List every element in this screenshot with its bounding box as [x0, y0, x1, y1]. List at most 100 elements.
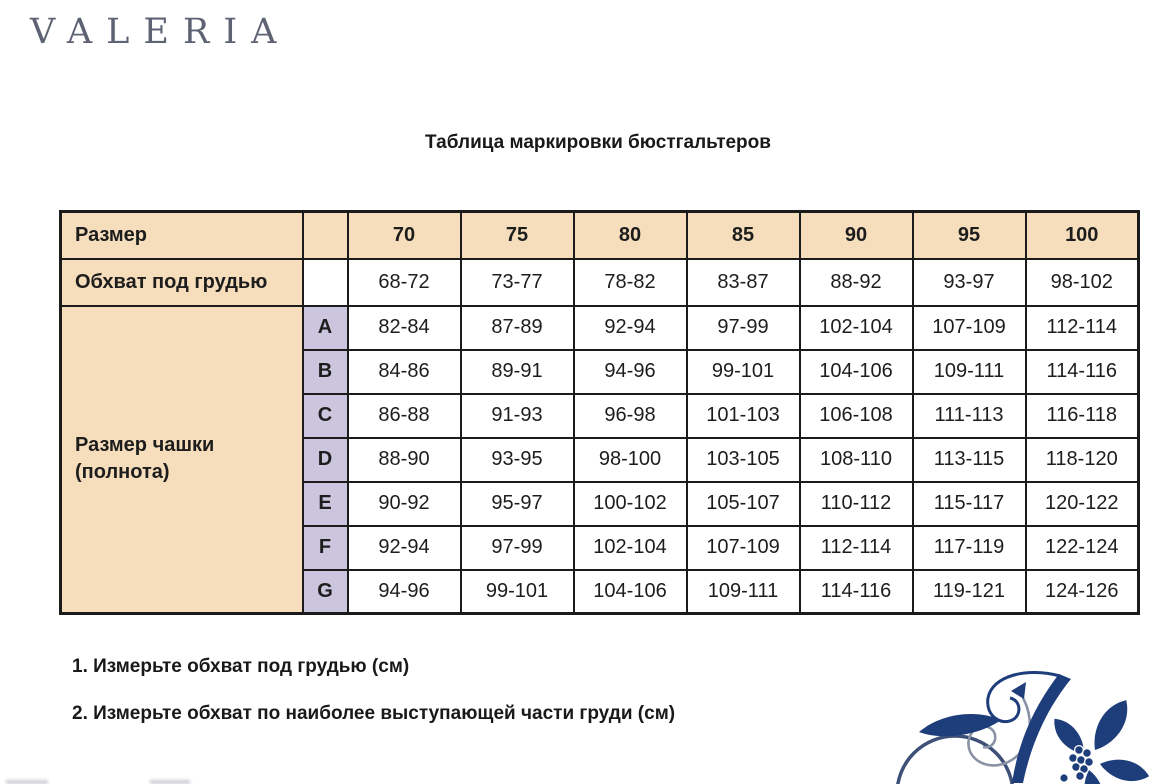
cup-value: 102-104: [798, 304, 914, 351]
cup-value: 98-100: [572, 436, 688, 483]
size-header-row: Размер 70 75 80 85 90 95 100: [59, 210, 1140, 260]
cup-value: 122-124: [1024, 524, 1140, 571]
corner-empty-cell: [301, 210, 349, 260]
cup-value: 102-104: [572, 524, 688, 571]
cutoff-text-fragment: [150, 780, 190, 784]
cup-value: 97-99: [459, 524, 575, 571]
cup-value: 82-84: [346, 304, 462, 351]
brand-logo: VALERIA: [30, 12, 291, 52]
cup-letter: A: [301, 304, 349, 351]
cup-value: 96-98: [572, 392, 688, 439]
cup-value: 108-110: [798, 436, 914, 483]
cup-label-line2: (полнота): [75, 461, 170, 484]
cup-value: 109-111: [685, 568, 801, 615]
cup-value: 103-105: [685, 436, 801, 483]
cup-value: 115-117: [911, 480, 1027, 527]
cup-value: 97-99: [685, 304, 801, 351]
size-col-header: 90: [798, 210, 914, 260]
cup-value: 95-97: [459, 480, 575, 527]
cup-value: 107-109: [911, 304, 1027, 351]
cup-value: 114-116: [1024, 348, 1140, 395]
underbust-value: 98-102: [1024, 257, 1140, 307]
berry-cluster: [1067, 744, 1095, 782]
cup-value: 109-111: [911, 348, 1027, 395]
cup-row-e: E 90-92 95-97 100-102 105-107 110-112 11…: [61, 480, 1140, 527]
instruction-step-2: 2. Измерьте обхват по наиболее выступающ…: [72, 703, 676, 724]
cup-value: 93-95: [459, 436, 575, 483]
cup-letter: E: [301, 480, 349, 527]
cup-value: 113-115: [911, 436, 1027, 483]
bra-size-table: Размер 70 75 80 85 90 95 100 Обхват под …: [59, 210, 1140, 615]
empty-cell: [301, 257, 349, 307]
curl-leaf: [1011, 682, 1026, 699]
cup-value: 99-101: [459, 568, 575, 615]
cup-value: 94-96: [346, 568, 462, 615]
cup-value: 106-108: [798, 392, 914, 439]
cup-value: 88-90: [346, 436, 462, 483]
cup-value: 91-93: [459, 392, 575, 439]
underbust-value: 68-72: [346, 257, 462, 307]
row-label-cup-size: Размер чашки (полнота): [59, 304, 304, 615]
cup-value: 114-116: [798, 568, 914, 615]
page-title: Таблица маркировки бюстгальтеров: [425, 132, 771, 153]
underbust-row: Обхват под грудью 68-72 73-77 78-82 83-8…: [59, 257, 1140, 307]
size-col-header: 75: [459, 210, 575, 260]
cup-value: 107-109: [685, 524, 801, 571]
floral-flourish-ornament: [896, 671, 1152, 784]
cup-letter: B: [301, 348, 349, 395]
cup-value: 111-113: [911, 392, 1027, 439]
underbust-value: 83-87: [685, 257, 801, 307]
cup-value: 101-103: [685, 392, 801, 439]
cup-value: 84-86: [346, 348, 462, 395]
cup-value: 92-94: [346, 524, 462, 571]
cup-value: 86-88: [346, 392, 462, 439]
cup-value: 87-89: [459, 304, 575, 351]
size-col-header: 100: [1024, 210, 1140, 260]
cup-value: 118-120: [1024, 436, 1140, 483]
size-col-header: 80: [572, 210, 688, 260]
cup-row-d: D 88-90 93-95 98-100 103-105 108-110 113…: [61, 436, 1140, 483]
cup-row-b: B 84-86 89-91 94-96 99-101 104-106 109-1…: [61, 348, 1140, 395]
row-label-underbust: Обхват под грудью: [59, 257, 304, 307]
left-leaf: [919, 713, 1001, 737]
cup-value: 99-101: [685, 348, 801, 395]
cup-row-c: C 86-88 91-93 96-98 101-103 106-108 111-…: [61, 392, 1140, 439]
underbust-value: 73-77: [459, 257, 575, 307]
cup-value: 94-96: [572, 348, 688, 395]
underbust-value: 78-82: [572, 257, 688, 307]
cup-value: 120-122: [1024, 480, 1140, 527]
cup-letter: D: [301, 436, 349, 483]
size-col-header: 85: [685, 210, 801, 260]
cup-value: 117-119: [911, 524, 1027, 571]
underbust-value: 93-97: [911, 257, 1027, 307]
cup-value: 110-112: [798, 480, 914, 527]
cup-letter: F: [301, 524, 349, 571]
cup-value: 100-102: [572, 480, 688, 527]
cup-row-a: Размер чашки (полнота) A 82-84 87-89 92-…: [59, 304, 1140, 615]
cup-letter: C: [301, 392, 349, 439]
small-dot: [1060, 774, 1068, 782]
cup-value: 104-106: [798, 348, 914, 395]
cup-row-f: F 92-94 97-99 102-104 107-109 112-114 11…: [61, 524, 1140, 571]
cup-value: 119-121: [911, 568, 1027, 615]
cup-value: 92-94: [572, 304, 688, 351]
cup-label-line1: Размер чашки: [75, 434, 215, 457]
cup-value: 104-106: [572, 568, 688, 615]
flower: [1047, 693, 1152, 784]
cup-letter: G: [301, 568, 349, 615]
row-label-size: Размер: [59, 210, 304, 260]
cup-value: 112-114: [1024, 304, 1140, 351]
size-col-header: 70: [346, 210, 462, 260]
cup-value: 116-118: [1024, 392, 1140, 439]
cup-value: 112-114: [798, 524, 914, 571]
cutoff-text-fragment: [6, 780, 48, 784]
measurement-instructions: 1. Измерьте обхват под грудью (см) 2. Из…: [72, 656, 675, 750]
underbust-value: 88-92: [798, 257, 914, 307]
circle-swirl: [896, 734, 1014, 784]
cup-value: 105-107: [685, 480, 801, 527]
cup-value: 89-91: [459, 348, 575, 395]
cup-value: 124-126: [1024, 568, 1140, 615]
stem: [1012, 674, 1071, 783]
top-curl: [986, 671, 1061, 724]
size-col-header: 95: [911, 210, 1027, 260]
